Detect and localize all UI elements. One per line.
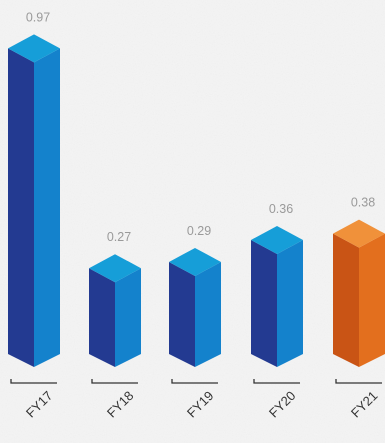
x-tick-fy21 — [335, 379, 382, 384]
bar-fy19-front — [169, 261, 195, 367]
bar-fy17-front — [8, 48, 34, 368]
x-tick-fy17 — [10, 379, 57, 384]
bar-fy18-front — [89, 268, 115, 367]
bar-fy17-top — [8, 34, 60, 63]
bar-fy21-side — [359, 233, 385, 367]
data-label-fy19: 0.29 — [187, 224, 211, 238]
x-tick-fy19 — [171, 379, 218, 384]
bar-fy20-side — [277, 239, 303, 367]
x-tick-fy18 — [91, 379, 138, 384]
bar-fy21 — [333, 219, 385, 367]
bar-fy18-top — [89, 254, 141, 283]
bar-fy17-side — [34, 48, 60, 368]
bar-fy21-front — [333, 233, 359, 367]
bar-fy20-top — [251, 225, 303, 254]
bar-fy18 — [89, 254, 141, 367]
data-label-fy20: 0.36 — [269, 202, 293, 216]
data-label-fy21: 0.38 — [351, 196, 375, 210]
bar-fy20-front — [251, 239, 277, 367]
labels-layer: 0.97 0.27 0.29 0.36 0.38 — [26, 10, 375, 244]
bar-fy21-top — [333, 219, 385, 248]
data-label-fy17: 0.97 — [26, 10, 50, 24]
bar-fy17 — [8, 34, 60, 368]
x-tick-fy20 — [253, 379, 300, 384]
bar-fy19 — [169, 247, 221, 367]
bar-fy19-side — [195, 261, 221, 367]
bars-layer — [8, 34, 385, 368]
bar-fy20 — [251, 225, 303, 367]
bar-fy18-side — [115, 268, 141, 367]
data-label-fy18: 0.27 — [107, 230, 131, 244]
bar-fy19-top — [169, 247, 221, 276]
